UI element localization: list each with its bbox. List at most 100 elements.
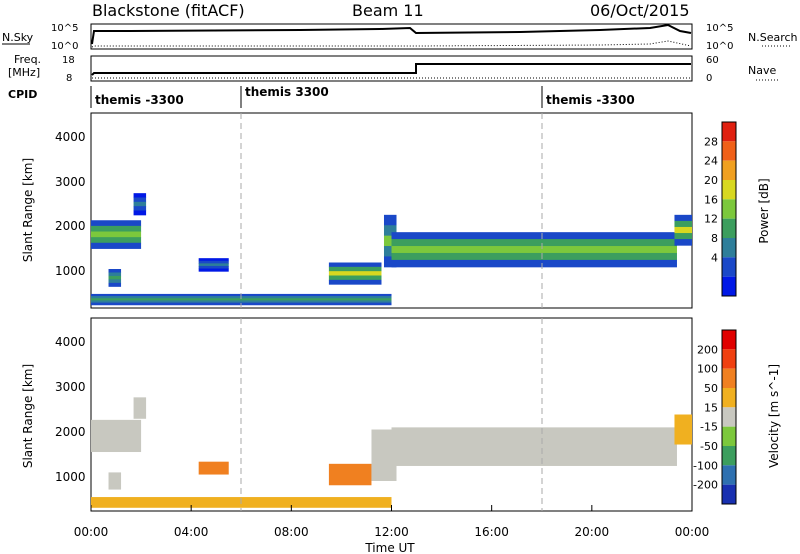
x-tick-label: 04:00: [174, 525, 209, 539]
heatmap-cell: [133, 201, 147, 207]
colorbar-tick-label: 16: [704, 193, 718, 206]
cpid-segment-1: themis -3300: [95, 93, 184, 107]
heatmap-cell: [674, 239, 692, 246]
heatmap-cell: [383, 225, 397, 237]
colorbar-swatch: [722, 407, 736, 427]
heatmap-cell: [383, 235, 397, 247]
colorbar-swatch: [722, 330, 736, 350]
heatmap-cell: [108, 279, 122, 284]
x-tick-labels: 00:00 04:00 08:00 12:00 16:00 20:00 00:00: [74, 505, 709, 539]
nsky-panel: [90, 23, 693, 50]
heatmap-cell: [328, 279, 382, 285]
colorbar-swatch: [722, 465, 736, 485]
colorbar-swatch: [722, 484, 736, 504]
x-axis-label: Time UT: [364, 541, 415, 554]
heatmap-cell: [108, 472, 122, 490]
colorbar-swatch: [722, 160, 736, 180]
colorbar-swatch: [722, 446, 736, 466]
velocity-ytick-1000: 1000: [55, 470, 86, 484]
freq-trace: [91, 63, 691, 76]
colorbar-tick-label: 28: [704, 135, 718, 148]
heatmap-cell: [328, 271, 382, 276]
nave-label: Nave: [748, 64, 776, 77]
velocity-ytick-4000: 4000: [55, 335, 86, 349]
heatmap-cell: [383, 256, 397, 268]
heatmap-cell: [391, 252, 677, 261]
heatmap-cell: [91, 298, 392, 301]
heatmap-cell: [198, 263, 229, 267]
velocity-ytick-3000: 3000: [55, 380, 86, 394]
heatmap-cell: [328, 266, 382, 272]
colorbar-swatch: [722, 218, 736, 238]
heatmap-cell: [674, 214, 692, 222]
colorbar-swatch: [722, 199, 736, 219]
heatmap-cell: [133, 210, 147, 216]
heatmap-cell: [91, 300, 392, 304]
colorbar-tick-label: 100: [697, 363, 718, 376]
cpid-label: CPID: [8, 88, 37, 101]
power-colorbar: 28 24 20 16 12 8 4: [704, 121, 737, 297]
colorbar-tick-label: 20: [704, 174, 718, 187]
heatmap-cell: [91, 237, 142, 244]
heatmap-cell: [198, 265, 229, 270]
heatmap-cell: [674, 220, 692, 228]
x-tick-label: 16:00: [474, 525, 509, 539]
colorbar-swatch: [722, 141, 736, 161]
power-ytick-2000: 2000: [55, 219, 86, 233]
heatmap-cell: [674, 226, 692, 234]
heatmap-cell: [108, 275, 122, 280]
heatmap-cell: [108, 269, 122, 273]
power-y-ticks: 4000 3000 2000 1000: [55, 130, 86, 278]
heatmap-cell: [133, 193, 147, 198]
nsearch-tick-bottom: 10^0: [706, 41, 733, 52]
heatmap-cell: [383, 214, 397, 226]
colorbar-swatch: [722, 257, 736, 277]
velocity-colorbar: 200 100 50 15 -15 -50 -100 -200: [693, 329, 737, 505]
station-title: Blackstone (fitACF): [92, 1, 245, 20]
velocity-colorbar-label: Velocity [m s^-1]: [767, 364, 781, 468]
heatmap-cell: [383, 246, 397, 257]
heatmap-cell: [91, 231, 142, 238]
power-ytick-3000: 3000: [55, 175, 86, 189]
nsky-tick-bottom: 10^0: [51, 41, 78, 52]
heatmap-cell: [391, 259, 677, 268]
colorbar-swatch: [722, 276, 736, 296]
colorbar-tick-label: -200: [693, 479, 718, 492]
velocity-ytick-2000: 2000: [55, 425, 86, 439]
heatmap-cell: [198, 260, 229, 264]
heatmap-cell: [133, 397, 147, 419]
colorbar-swatch: [722, 122, 736, 142]
velocity-ylabel: Slant Range [km]: [21, 364, 35, 468]
heatmap-cell: [674, 414, 692, 445]
power-plot-frame: [90, 112, 693, 309]
velocity-panel: 4000 3000 2000 1000 Slant Range [km]: [21, 317, 693, 512]
heatmap-cell: [391, 246, 677, 254]
nsky-label: N.Sky: [2, 31, 34, 44]
nsearch-tick-top: 10^5: [706, 23, 733, 34]
freq-panel: [90, 55, 693, 82]
nave-tick-top: 60: [706, 55, 719, 66]
colorbar-tick-label: -50: [700, 440, 718, 453]
x-tick-label: 00:00: [74, 525, 109, 539]
x-tick-label: 12:00: [374, 525, 409, 539]
heatmap-cell: [391, 427, 677, 466]
freq-label-1: Freq.: [14, 53, 41, 66]
x-tick-label: 08:00: [274, 525, 309, 539]
colorbar-swatch: [722, 368, 736, 388]
colorbar-swatch: [722, 426, 736, 446]
heatmap-cell: [674, 233, 692, 240]
velocity-plot-frame: [90, 317, 693, 512]
colorbar-swatch: [722, 238, 736, 258]
nsky-tick-top: 10^5: [51, 23, 78, 34]
heatmap-cell: [91, 242, 142, 249]
nave-tick-bottom: 0: [706, 73, 712, 84]
heatmap-cell: [91, 220, 142, 227]
colorbar-tick-label: 24: [704, 155, 718, 168]
date-title: 06/Oct/2015: [590, 1, 690, 20]
nsearch-trace: [91, 40, 692, 48]
power-ytick-1000: 1000: [55, 264, 86, 278]
freq-label-2: [MHz]: [8, 66, 40, 79]
colorbar-swatch: [722, 349, 736, 369]
colorbar-tick-label: 8: [711, 232, 718, 245]
colorbar-tick-label: -100: [693, 459, 718, 472]
